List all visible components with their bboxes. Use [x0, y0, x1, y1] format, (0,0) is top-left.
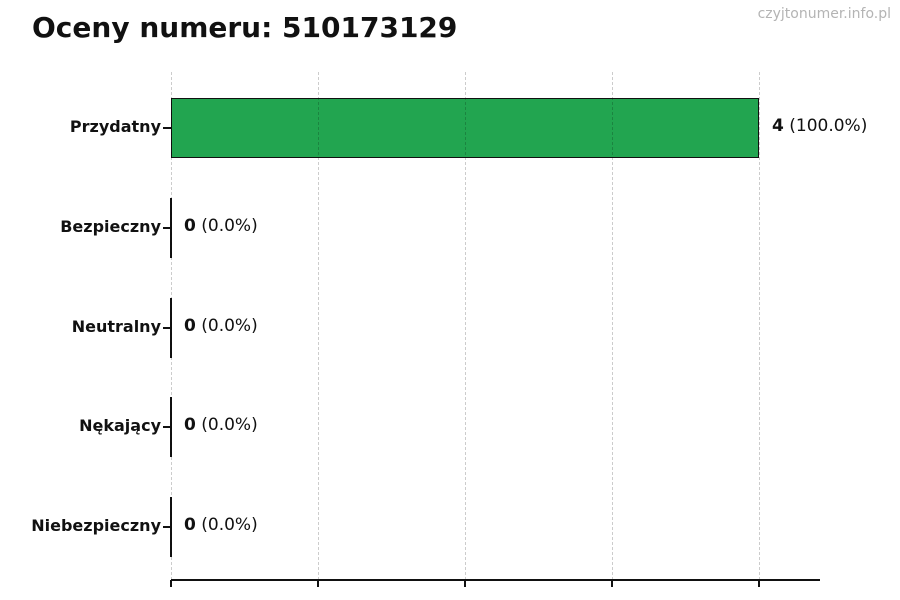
value-count: 0 [184, 415, 196, 436]
value-label: 4 (100.0%) [772, 116, 867, 136]
value-percent: (0.0%) [195, 215, 258, 236]
category-label: Bezpieczny [60, 216, 161, 236]
value-percent: (0.0%) [195, 515, 258, 535]
value-label: 0 (0.0%) [184, 316, 258, 336]
value-label: 0 (0.0%) [184, 515, 258, 535]
x-axis-tick [611, 580, 613, 587]
x-axis-tick [464, 580, 466, 587]
bar [171, 98, 759, 158]
x-axis-tick [170, 580, 172, 587]
bar-zero [170, 197, 172, 258]
category-label: Neutralny [71, 316, 161, 336]
category-label: Przydatny [69, 117, 161, 136]
category-label: Niebezpieczny [31, 516, 161, 535]
value-label: 0 (0.0%) [184, 216, 258, 236]
bar-zero [170, 397, 172, 458]
value-count: 4 [772, 116, 784, 136]
value-count: 0 [184, 215, 196, 236]
gridline [612, 72, 613, 580]
bar-zero [170, 497, 172, 557]
x-axis-tick [317, 580, 319, 587]
gridline [759, 72, 760, 580]
category-tick [163, 127, 171, 129]
category-tick [163, 526, 171, 528]
chart-title: Oceny numeru: 510173129 [32, 11, 458, 44]
gridline [318, 72, 319, 580]
x-axis-line [171, 579, 820, 581]
value-label: 0 (0.0%) [184, 415, 258, 435]
value-percent: (0.0%) [195, 315, 258, 336]
bar-zero [170, 297, 172, 358]
value-percent: (0.0%) [195, 415, 258, 436]
category-tick [163, 326, 171, 329]
category-tick [163, 426, 171, 429]
value-percent: (100.0%) [783, 116, 868, 136]
x-axis-tick [758, 580, 760, 587]
value-count: 0 [184, 315, 196, 336]
watermark-text: czyjtonumer.info.pl [757, 6, 891, 22]
gridline [171, 72, 172, 580]
gridline [465, 72, 466, 580]
value-count: 0 [184, 515, 196, 535]
category-label: Nękający [79, 416, 161, 436]
category-tick [163, 226, 171, 229]
